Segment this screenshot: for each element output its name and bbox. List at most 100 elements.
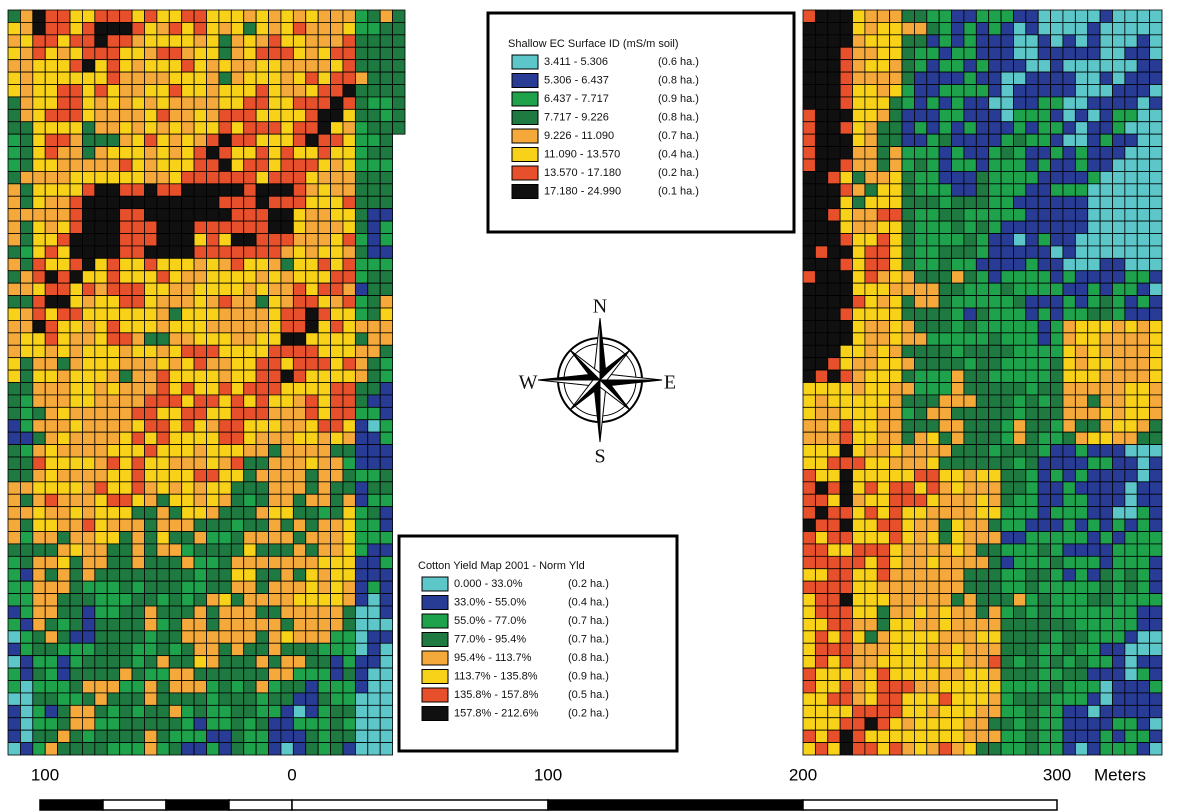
grid-cell <box>157 246 169 258</box>
grid-cell <box>1026 420 1038 432</box>
grid-cell <box>1026 432 1038 444</box>
grid-cell <box>58 668 70 680</box>
grid-cell <box>194 718 206 730</box>
grid-cell <box>1088 407 1100 419</box>
grid-cell <box>207 730 219 742</box>
grid-cell <box>95 407 107 419</box>
grid-cell <box>95 681 107 693</box>
grid-cell <box>82 22 94 34</box>
grid-cell <box>231 159 243 171</box>
grid-cell <box>1112 246 1124 258</box>
grid-cell <box>293 556 305 568</box>
grid-cell <box>927 147 939 159</box>
grid-cell <box>939 147 951 159</box>
grid-cell <box>815 171 827 183</box>
grid-cell <box>902 743 914 755</box>
grid-cell <box>219 594 231 606</box>
grid-cell <box>927 383 939 395</box>
grid-cell <box>1013 618 1025 630</box>
grid-cell <box>343 693 355 705</box>
grid-cell <box>380 308 392 320</box>
grid-cell <box>182 159 194 171</box>
grid-cell <box>120 72 132 84</box>
grid-cell <box>815 147 827 159</box>
grid-cell <box>914 171 926 183</box>
grid-cell <box>964 283 976 295</box>
grid-cell <box>1150 693 1162 705</box>
legend-range: 6.437 - 7.717 <box>544 93 609 105</box>
grid-cell <box>107 296 119 308</box>
grid-cell <box>219 246 231 258</box>
grid-cell <box>355 594 367 606</box>
scale-label: 200 <box>789 765 817 784</box>
grid-cell <box>281 72 293 84</box>
grid-cell <box>840 171 852 183</box>
grid-cell <box>853 705 865 717</box>
grid-cell <box>244 35 256 47</box>
grid-cell <box>182 97 194 109</box>
grid-cell <box>355 97 367 109</box>
grid-cell <box>194 556 206 568</box>
grid-cell <box>815 705 827 717</box>
grid-cell <box>144 234 156 246</box>
grid-cell <box>1013 22 1025 34</box>
grid-cell <box>182 47 194 59</box>
legend-range: 9.226 - 11.090 <box>544 130 614 142</box>
grid-cell <box>1001 333 1013 345</box>
grid-cell <box>976 383 988 395</box>
grid-cell <box>828 85 840 97</box>
grid-cell <box>20 171 32 183</box>
grid-cell <box>95 358 107 370</box>
grid-cell <box>194 122 206 134</box>
grid-cell <box>902 122 914 134</box>
grid-cell <box>207 345 219 357</box>
grid-cell <box>927 532 939 544</box>
grid-cell <box>45 308 57 320</box>
grid-cell <box>1026 457 1038 469</box>
grid-cell <box>45 730 57 742</box>
grid-cell <box>157 60 169 72</box>
grid-cell <box>1150 606 1162 618</box>
grid-cell <box>877 184 889 196</box>
grid-cell <box>231 221 243 233</box>
grid-cell <box>853 171 865 183</box>
grid-cell <box>355 544 367 556</box>
grid-cell <box>380 631 392 643</box>
grid-cell <box>207 296 219 308</box>
grid-cell <box>902 22 914 34</box>
grid-cell <box>107 569 119 581</box>
grid-cell <box>976 581 988 593</box>
grid-cell <box>914 445 926 457</box>
grid-cell <box>244 296 256 308</box>
grid-cell <box>269 246 281 258</box>
grid-cell <box>95 668 107 680</box>
grid-cell <box>95 718 107 730</box>
grid-cell <box>1088 606 1100 618</box>
grid-cell <box>865 705 877 717</box>
grid-cell <box>107 345 119 357</box>
grid-cell <box>902 246 914 258</box>
grid-cell <box>914 72 926 84</box>
grid-cell <box>1125 730 1137 742</box>
grid-cell <box>256 147 268 159</box>
grid-cell <box>207 109 219 121</box>
grid-cell <box>368 656 380 668</box>
grid-cell <box>393 122 405 134</box>
grid-cell <box>244 407 256 419</box>
grid-cell <box>318 631 330 643</box>
grid-cell <box>380 420 392 432</box>
grid-cell <box>1112 544 1124 556</box>
grid-cell <box>1063 668 1075 680</box>
grid-cell <box>256 532 268 544</box>
grid-cell <box>1125 705 1137 717</box>
grid-cell <box>828 60 840 72</box>
grid-cell <box>853 730 865 742</box>
grid-cell <box>368 507 380 519</box>
grid-cell <box>1051 184 1063 196</box>
grid-cell <box>890 395 902 407</box>
grid-cell <box>368 445 380 457</box>
grid-cell <box>368 234 380 246</box>
grid-cell <box>1038 618 1050 630</box>
grid-cell <box>1125 22 1137 34</box>
grid-cell <box>157 693 169 705</box>
